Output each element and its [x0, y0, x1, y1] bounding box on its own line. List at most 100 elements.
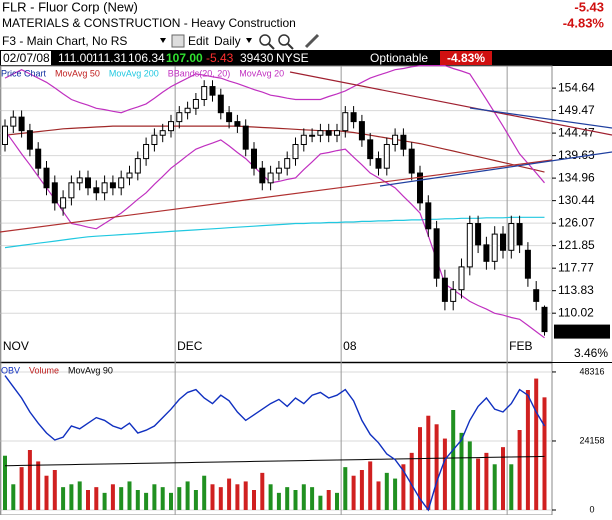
candle-body [375, 158, 382, 169]
volume-bar [127, 481, 132, 510]
volume-bar [434, 424, 439, 510]
chart-select[interactable]: F3 - Main Chart, No RS [2, 34, 127, 48]
edit[interactable]: Edit [188, 34, 209, 48]
volume-bar [210, 484, 215, 510]
volume-bar [268, 484, 273, 510]
x-tick-label: FEB [509, 339, 532, 353]
volume-bar [3, 455, 7, 510]
candle-body [392, 134, 399, 145]
candle-body [184, 107, 191, 114]
candle-body [267, 172, 274, 184]
volume-bar [301, 484, 306, 510]
candle-body [10, 116, 17, 127]
period[interactable]: Daily [214, 34, 241, 48]
candle-body [109, 182, 116, 189]
candle-body [2, 125, 8, 145]
volume-bar [27, 450, 32, 510]
volume-bar [525, 390, 530, 510]
last-price-box [554, 324, 610, 339]
volume-bar [335, 492, 339, 510]
legend-entry: BBands(20, 20) [168, 68, 231, 78]
volume-bar [492, 464, 497, 510]
candle-body [300, 134, 307, 145]
quote-volume: 39430 [240, 51, 274, 65]
candle-body [43, 167, 50, 189]
volume-bar [376, 481, 381, 510]
volume-bar [293, 490, 298, 510]
candle-body [159, 130, 166, 136]
trendline [289, 71, 612, 136]
candle-body [541, 306, 548, 333]
volume-bar [484, 452, 489, 510]
volume-bar [285, 487, 290, 510]
dropdown-arrow[interactable] [160, 38, 166, 43]
volume-bar [44, 475, 49, 510]
volume-bar [276, 492, 281, 510]
indicator-line [4, 65, 545, 184]
candle-body [483, 244, 490, 262]
y-tick-label: 113.83 [558, 283, 594, 297]
indicator-line [4, 216, 545, 249]
candle-body [350, 112, 357, 123]
zoom-in[interactable] [259, 34, 271, 46]
candle-body [516, 223, 523, 246]
candle-body [93, 187, 100, 194]
candle-body [358, 121, 365, 141]
volume-bar [235, 484, 240, 510]
dropdown-arrow[interactable] [246, 38, 252, 43]
volume-bar [343, 467, 348, 510]
date-box [1, 51, 51, 65]
candle-body [201, 86, 208, 100]
candle-body [475, 223, 482, 246]
legend-entry: MovAvg 90 [68, 365, 113, 375]
candle-body [192, 98, 199, 109]
volume-bar [467, 441, 472, 510]
quote-date: 02/07/08 [3, 51, 50, 65]
y-tick-label: 134.96 [558, 170, 595, 184]
volume-bar [11, 484, 16, 510]
candle-body [242, 125, 249, 150]
volume-bar [426, 415, 431, 510]
volume-bar [185, 481, 190, 510]
edit-icon[interactable] [171, 34, 185, 48]
x-tick-label: NOV [3, 339, 29, 353]
trendline [469, 107, 612, 129]
quote-low: 106.34 [128, 51, 165, 65]
candle-body [533, 289, 540, 302]
candle-body [60, 197, 67, 209]
candle-body [259, 167, 266, 184]
legend-entry: Volume [29, 365, 59, 375]
volume-bar [243, 481, 248, 510]
volume-bar [393, 478, 398, 510]
y-tick-label: 144.47 [558, 125, 595, 139]
candle-body [400, 134, 407, 150]
candle-body [251, 148, 257, 169]
zoom-out[interactable] [278, 34, 290, 46]
volume-bar [36, 461, 41, 510]
quote-change: -5.43 [206, 51, 234, 65]
volume-bar [144, 492, 149, 510]
x-tick-label: 08 [343, 339, 357, 353]
zoom-in[interactable] [268, 43, 275, 50]
volume-bar [119, 487, 124, 510]
legend-entry: MovAvg 200 [109, 68, 159, 78]
candle-body [508, 223, 515, 251]
volume-bar [459, 432, 464, 510]
candle-body [458, 266, 465, 291]
trendline [0, 159, 553, 233]
volume-bar [260, 472, 265, 510]
volume-bar [418, 427, 422, 510]
quote-open: 111.00 [58, 51, 93, 65]
zoom-out[interactable] [287, 43, 294, 50]
quote-high: 111.31 [92, 51, 127, 65]
pencil[interactable] [304, 33, 320, 49]
volume-bar [351, 475, 356, 510]
volume-bar [169, 492, 173, 510]
candle-body [284, 158, 291, 169]
volume-bar [202, 475, 207, 510]
candle-body [275, 167, 282, 174]
candle-body [176, 112, 183, 123]
candle-body [334, 130, 340, 136]
y-tick-label: 121.85 [558, 238, 595, 252]
candle-body [209, 86, 216, 96]
